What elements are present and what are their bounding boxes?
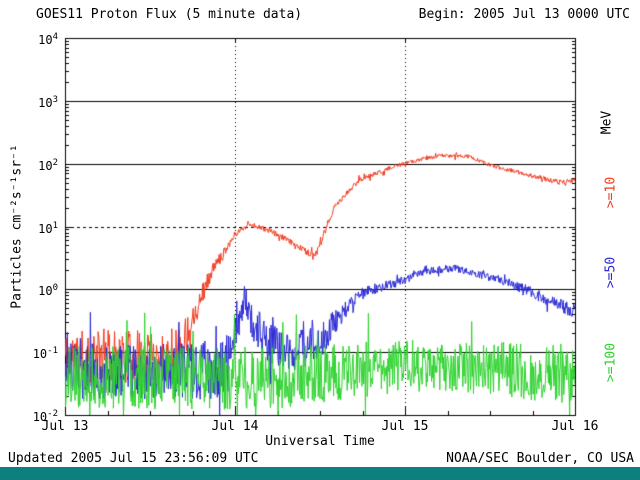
x-tick-label: Jul 14 <box>211 419 259 434</box>
status-bar <box>0 467 640 480</box>
updated-timestamp: Updated 2005 Jul 15 23:56:09 UTC <box>8 451 259 466</box>
y-tick-label: 10-1 <box>32 346 58 362</box>
x-axis-label: Universal Time <box>265 434 375 449</box>
begin-timestamp: Begin: 2005 Jul 13 0000 UTC <box>418 7 630 22</box>
y-tick-label: 10-2 <box>32 409 58 424</box>
x-tick-label: Jul 13 <box>41 419 89 434</box>
x-tick-label: Jul 15 <box>381 419 429 434</box>
series-label-ge100: >=100 <box>603 342 619 383</box>
y-tick-label: 101 <box>38 220 58 236</box>
y-tick-label: 102 <box>38 157 58 173</box>
y-tick-label: 100 <box>38 283 58 299</box>
series-label-ge10: >=10 <box>603 176 619 209</box>
x-tick-label: Jul 16 <box>551 419 599 434</box>
series-label-ge50: >=50 <box>603 256 619 289</box>
chart-title: GOES11 Proton Flux (5 minute data) <box>36 7 303 22</box>
y-tick-label: 104 <box>38 32 58 47</box>
source-attribution: NOAA/SEC Boulder, CO USA <box>446 451 634 466</box>
right-axis-unit-label: MeV <box>599 110 615 135</box>
y-tick-label: 103 <box>38 94 58 110</box>
